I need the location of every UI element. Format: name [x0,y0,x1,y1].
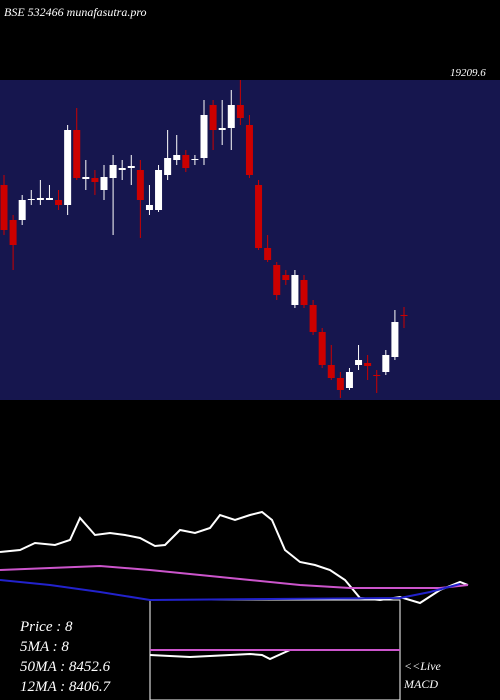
candle-body [182,155,190,168]
candle-body [127,166,135,168]
chart-title: BSE 532466 munafasutra.pro [4,5,147,19]
candle-body [145,205,153,210]
candle-body [318,332,326,365]
candle-body [236,105,244,118]
indicator-line [0,510,469,605]
candle-body [382,355,390,372]
legend-line: Price : 8 [19,619,73,635]
candle-body [100,177,108,190]
candle-body [55,200,63,205]
candle-body [355,360,363,365]
candle-body [327,365,335,378]
candle-body [345,372,353,388]
candle-body [109,165,117,178]
candle-body [373,375,381,376]
price-label: 19209.6 [450,67,486,79]
candle-body [291,275,299,305]
candle-body [136,170,144,200]
candle-body [9,220,17,245]
candle-body [164,158,172,175]
candle-body [273,265,281,295]
candle-body [64,130,72,205]
legend-line: 50MA : 8452.6 [20,659,111,675]
candle-body [309,305,317,332]
candle-body [0,185,8,230]
candle-body [209,105,217,130]
candle-body [118,168,126,170]
candle-body [27,199,35,200]
candle-body [255,185,263,248]
candle-body [218,128,226,130]
candle-body [36,198,44,200]
candle-body [336,378,344,390]
candle-body [245,125,253,175]
candle-body [364,363,372,366]
candle-body [45,198,53,200]
candle-body [73,130,81,178]
macd-label: MACD [403,677,438,691]
candle-body [282,275,290,280]
candle-body [173,155,181,160]
candle-body [227,105,235,128]
candle-body [18,200,26,220]
candle-body [200,115,208,158]
legend-line: 12MA : 8406.7 [20,679,112,695]
indicator-line [0,579,461,602]
legend-line: 5MA : 8 [20,639,69,655]
candle-body [400,315,408,316]
candle-body [91,178,99,182]
candle-body [300,280,308,305]
indicator-line [0,564,469,589]
candle-body [391,322,399,357]
candle-body [82,177,90,179]
candle-body [155,170,163,210]
live-label: <<Live [404,659,442,673]
candle-body [264,248,272,260]
candle-body [191,159,199,160]
